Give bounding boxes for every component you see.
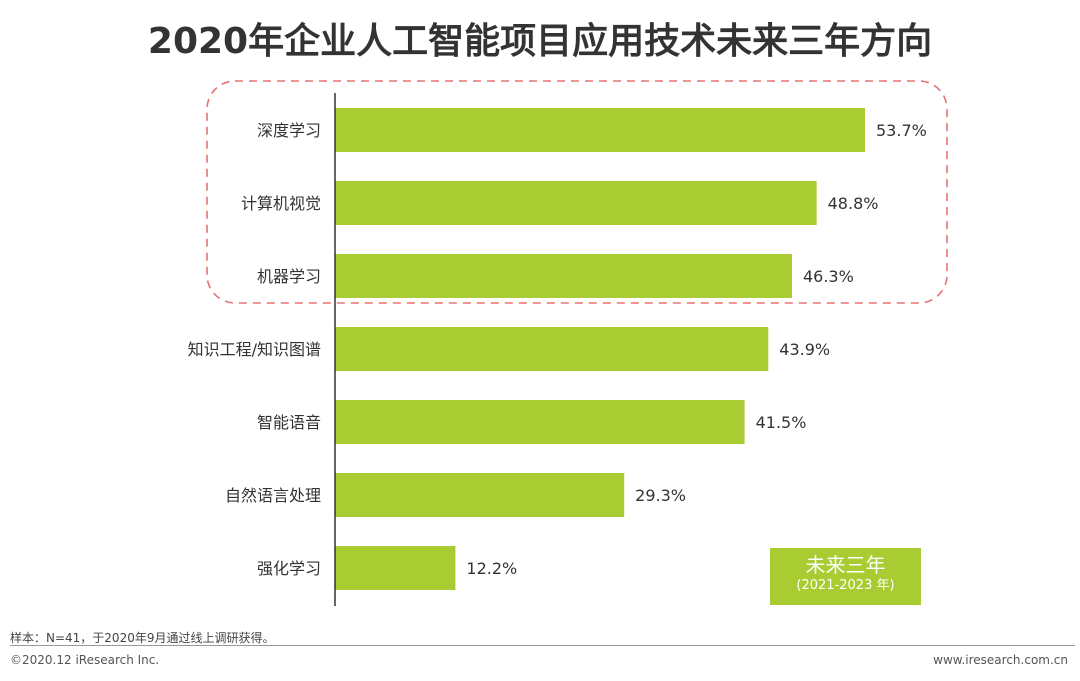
value-label: 46.3% — [803, 267, 854, 286]
value-label: 12.2% — [466, 559, 517, 578]
category-label: 知识工程/知识图谱 — [188, 340, 321, 359]
bar — [335, 327, 769, 371]
category-label: 自然语言处理 — [225, 486, 321, 505]
category-label: 深度学习 — [257, 121, 321, 140]
footer-divider — [10, 645, 1075, 646]
category-label: 强化学习 — [257, 559, 321, 578]
bar — [335, 546, 456, 590]
legend-box: 未来三年 (2021-2023 年) — [770, 548, 921, 605]
bar — [335, 108, 865, 152]
legend-label: 未来三年 — [805, 553, 886, 577]
value-label: 29.3% — [635, 486, 686, 505]
legend-period: (2021-2023 年) — [796, 578, 895, 593]
value-label: 53.7% — [876, 121, 927, 140]
bar — [335, 254, 792, 298]
category-label: 机器学习 — [257, 267, 321, 286]
category-label: 计算机视觉 — [241, 194, 321, 213]
chart-title: 2020年企业人工智能项目应用技术未来三年方向 — [147, 21, 933, 62]
category-label: 智能语音 — [257, 413, 321, 432]
website-url: www.iresearch.com.cn — [933, 653, 1068, 667]
copyright: ©2020.12 iResearch Inc. — [10, 653, 160, 667]
bar — [335, 181, 817, 225]
bar — [335, 473, 625, 517]
value-label: 41.5% — [756, 413, 807, 432]
value-label: 48.8% — [828, 194, 879, 213]
highlight-box — [206, 80, 948, 304]
bar — [335, 400, 745, 444]
value-label: 43.9% — [779, 340, 830, 359]
sample-note: 样本：N=41，于2020年9月通过线上调研获得。 — [10, 631, 275, 645]
bar-chart: 深度学习 53.7% 计算机视觉 48.8% 机器学习 46.3% 知识工程/知识图谱 43.… — [188, 80, 948, 606]
